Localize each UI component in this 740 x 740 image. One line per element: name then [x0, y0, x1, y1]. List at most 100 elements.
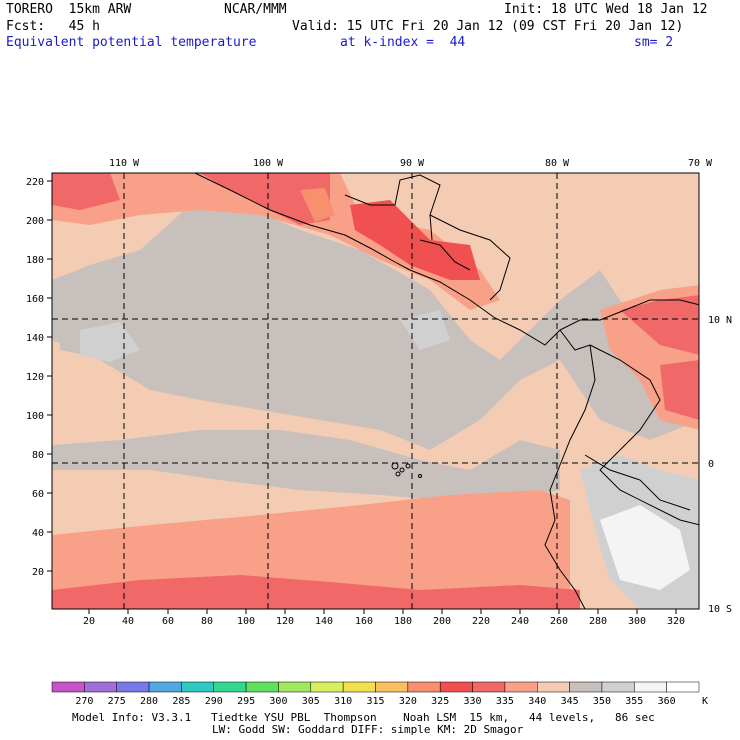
- light-grey-patch: [400, 310, 450, 350]
- colorbar-label: 360: [658, 696, 676, 707]
- longitude-label: 90 W: [400, 158, 425, 169]
- bottom-tick-label: 280: [589, 616, 607, 627]
- border-central-america: [419, 214, 471, 271]
- colorbar-swatch: [634, 681, 667, 693]
- colorbar-label: 280: [140, 696, 158, 707]
- mexico-hot: [52, 173, 120, 210]
- colorbar-swatch: [181, 681, 214, 693]
- colorbar-label: 345: [561, 696, 579, 707]
- bottom-tick-label: 20: [83, 616, 95, 627]
- border-south-america: [589, 344, 699, 526]
- bottom-tick-label: 200: [433, 616, 451, 627]
- left-tick-label: 100: [26, 411, 44, 422]
- colorbar-swatch: [51, 681, 85, 693]
- bottom-tick-label: 60: [162, 616, 174, 627]
- colorbar-swatch: [278, 681, 312, 693]
- model-info-line: Model Info: V3.3.1 Tiedtke YSU PBL Thomp…: [72, 711, 655, 724]
- colorbar-label: 305: [302, 696, 320, 707]
- colorbar-label: 315: [366, 696, 384, 707]
- colorbar-swatch: [342, 681, 376, 693]
- latitude-labels: 10 N 0 10 S: [708, 315, 732, 615]
- coastline-caribbean: [599, 299, 699, 321]
- map-frame: [51, 172, 700, 610]
- longitude-label: 70 W: [688, 158, 713, 169]
- bottom-tick-label: 320: [667, 616, 685, 627]
- colorbar-swatch: [116, 681, 150, 693]
- latitude-label: 10 S: [708, 604, 732, 615]
- longitude-label: 110 W: [109, 158, 140, 169]
- bottom-tick-labels: 20 40 60 80 100 120 140 160 180 200 220 …: [83, 616, 685, 627]
- level-label: at k-index = 44: [340, 35, 466, 50]
- colorbar-label: 310: [334, 696, 352, 707]
- colorbar-swatch: [569, 681, 603, 693]
- model-title: TORERO 15km ARW: [6, 2, 132, 17]
- colorbar-swatch: [439, 681, 473, 693]
- colorbar-swatch: [148, 681, 182, 693]
- map-field: [52, 173, 699, 609]
- left-tick-label: 220: [26, 177, 44, 188]
- colorbar-swatch: [245, 681, 279, 693]
- colombia-hot: [660, 360, 699, 420]
- andes-white: [600, 505, 690, 590]
- longitude-labels: 110 W 100 W 90 W 80 W 70 W: [109, 158, 713, 169]
- colorbar-label: 350: [593, 696, 611, 707]
- colorbar-swatch: [472, 681, 506, 693]
- colorbar-label: 320: [399, 696, 417, 707]
- colorbar-labels: 270 275 280 285 290 295 300 305 310 315 320 325 330 3…: [75, 696, 675, 707]
- colorbar-swatch: [375, 681, 409, 693]
- grey-band-north: [52, 200, 699, 450]
- colombia-hot: [620, 295, 699, 355]
- left-axis: [47, 180, 52, 572]
- colorbar-label: 290: [205, 696, 223, 707]
- bottom-tick-label: 120: [276, 616, 294, 627]
- bottom-tick-label: 80: [201, 616, 213, 627]
- latitude-label: 10 N: [708, 315, 732, 326]
- bottom-tick-label: 100: [237, 616, 255, 627]
- bottom-tick-label: 160: [355, 616, 373, 627]
- colorbar-swatch: [666, 681, 700, 693]
- graticule: [52, 173, 699, 609]
- longitude-label: 80 W: [545, 158, 570, 169]
- colorbar-swatch: [213, 681, 247, 693]
- galapagos-islands: [391, 462, 422, 478]
- guatemala-hot: [350, 200, 480, 280]
- mexico-hot: [200, 173, 330, 225]
- init-time: Init: 18 UTC Wed 18 Jan 12: [504, 2, 708, 17]
- coastline-mexico: [194, 173, 411, 271]
- valid-time: Valid: 15 UTC Fri 20 Jan 12 (09 CST Fri …: [292, 19, 684, 34]
- smoothing-label: sm= 2: [634, 35, 674, 50]
- grey-band-south: [52, 430, 560, 500]
- colorbar-label: 300: [269, 696, 287, 707]
- southern-hot-band: [52, 575, 580, 609]
- colorbar-label: 335: [496, 696, 514, 707]
- left-tick-label: 160: [26, 294, 44, 305]
- coastline-central-america: [409, 269, 600, 346]
- colorbar-label: 275: [108, 696, 126, 707]
- colorbar-unit: K: [702, 696, 708, 707]
- latitude-label: 0: [708, 459, 714, 470]
- colorbar-label: 355: [625, 696, 643, 707]
- left-tick-label: 120: [26, 372, 44, 383]
- colorbar-swatch: [84, 681, 117, 693]
- coastline-yucatan: [344, 174, 511, 301]
- longitude-label: 100 W: [253, 158, 284, 169]
- bottom-axis: [88, 609, 677, 614]
- left-tick-label: 140: [26, 333, 44, 344]
- center-label: NCAR/MMM: [224, 2, 287, 17]
- colorbar-label: 330: [464, 696, 482, 707]
- bottom-tick-label: 260: [550, 616, 568, 627]
- left-tick-labels: 220 200 180 160 140 120 100 80 60 40 20: [26, 177, 44, 578]
- colorbar-label: 270: [75, 696, 93, 707]
- border-andes: [584, 454, 691, 511]
- light-grey-patch: [80, 322, 140, 362]
- colorbar-swatch: [310, 681, 344, 693]
- bottom-tick-label: 40: [122, 616, 134, 627]
- left-tick-label: 200: [26, 216, 44, 227]
- colorbar-swatch: [601, 681, 635, 693]
- mexico-peak: [300, 188, 335, 222]
- left-tick-label: 60: [32, 489, 44, 500]
- colorbar-swatch: [537, 681, 570, 693]
- left-tick-label: 80: [32, 450, 44, 461]
- mexico-warm: [52, 173, 500, 310]
